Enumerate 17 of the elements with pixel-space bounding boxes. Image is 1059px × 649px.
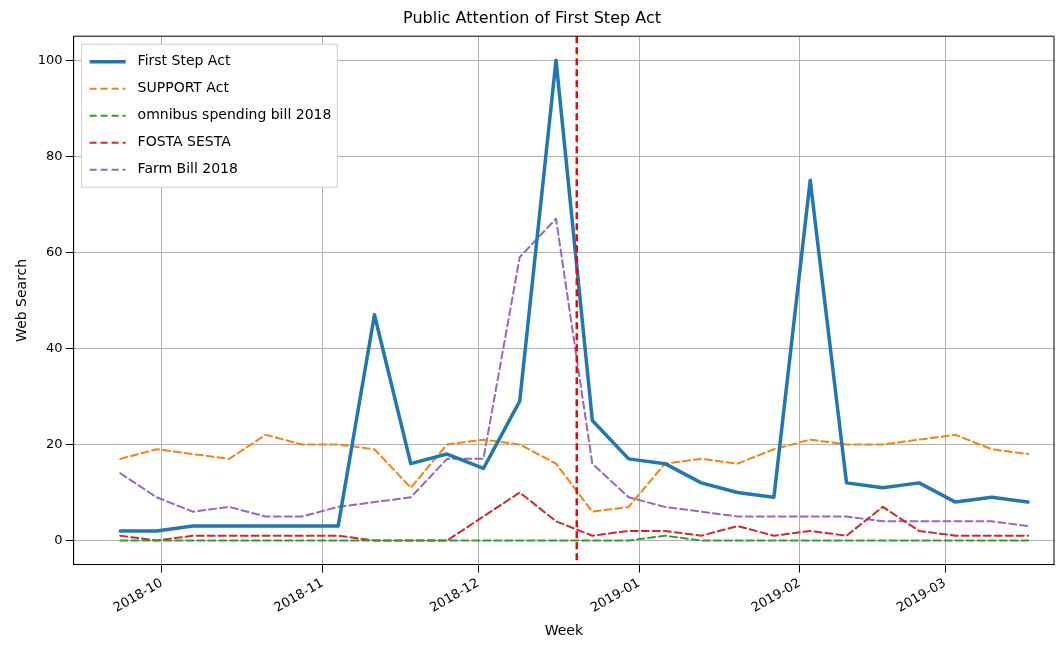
y-tick-label: 100 [37, 51, 63, 67]
y-tick-label: 60 [46, 243, 63, 259]
legend-label: FOSTA SESTA [137, 133, 232, 150]
legend-label: Farm Bill 2018 [137, 160, 238, 177]
chart-title: Public Attention of First Step Act [403, 7, 661, 27]
y-tick-label: 40 [46, 339, 63, 355]
y-tick-label: 20 [46, 435, 63, 451]
y-axis-title: Web Search [13, 258, 30, 342]
legend-label: omnibus spending bill 2018 [137, 106, 332, 123]
y-tick-label: 80 [46, 147, 63, 163]
legend-label: SUPPORT Act [137, 79, 230, 96]
line-series [119, 491, 1030, 542]
x-axis-title: Week [544, 622, 584, 639]
legend-label: First Step Act [137, 52, 231, 69]
y-tick-label: 0 [54, 531, 63, 547]
line-series [119, 433, 1030, 513]
line-series [119, 217, 1030, 528]
